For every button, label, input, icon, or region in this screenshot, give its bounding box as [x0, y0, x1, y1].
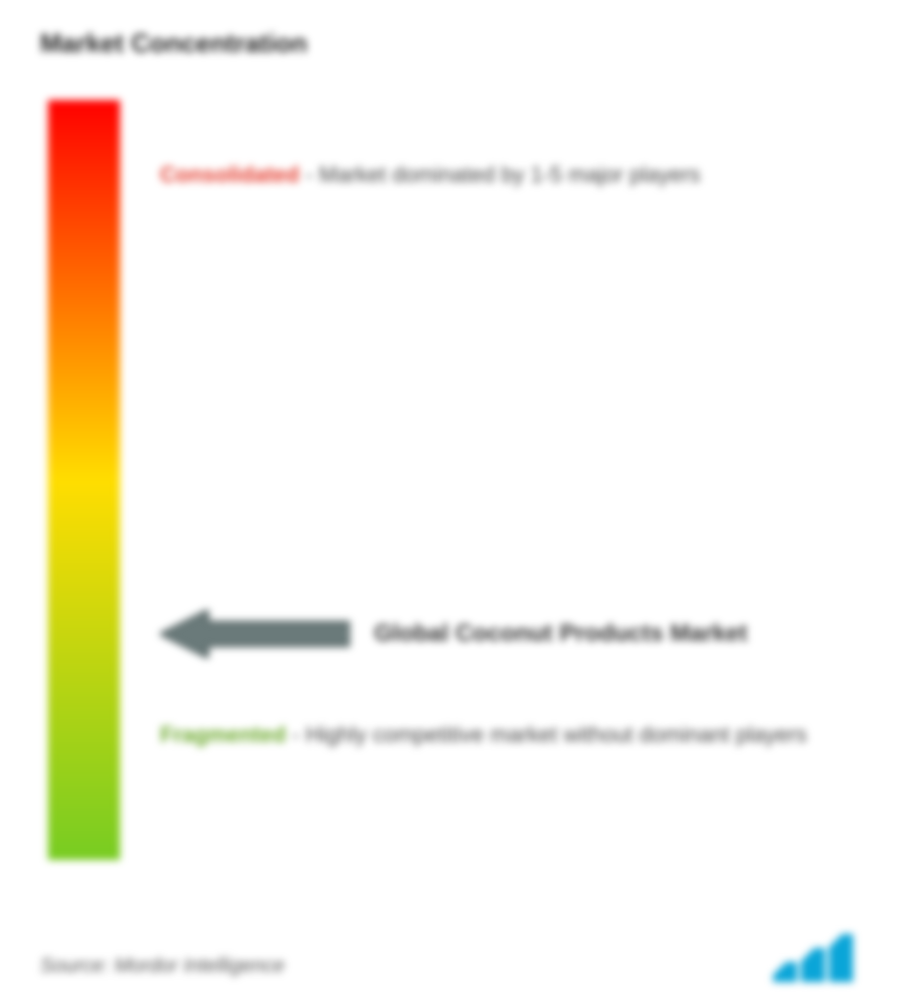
market-position-text: Global Coconut Products Market	[374, 620, 747, 648]
consolidated-term: Consolidated	[160, 162, 299, 187]
left-arrow-icon	[160, 610, 350, 658]
fragmented-label-row: Fragmented - Highly competitive market w…	[160, 720, 881, 750]
mordor-logo	[771, 930, 861, 984]
consolidated-description: - Market dominated by 1-5 major players	[305, 162, 700, 187]
source-attribution: Source: Mordor Intelligence	[40, 955, 285, 978]
consolidated-label-row: Consolidated - Market dominated by 1-5 m…	[160, 160, 881, 190]
fragmented-term: Fragmented	[160, 722, 286, 747]
market-position-arrow-block: Global Coconut Products Market	[160, 610, 747, 658]
fragmented-description: - Highly competitive market without domi…	[292, 722, 807, 747]
logo-bars-icon	[771, 930, 861, 984]
page-title: Market Concentration	[40, 28, 307, 59]
concentration-gradient-bar	[48, 100, 120, 860]
